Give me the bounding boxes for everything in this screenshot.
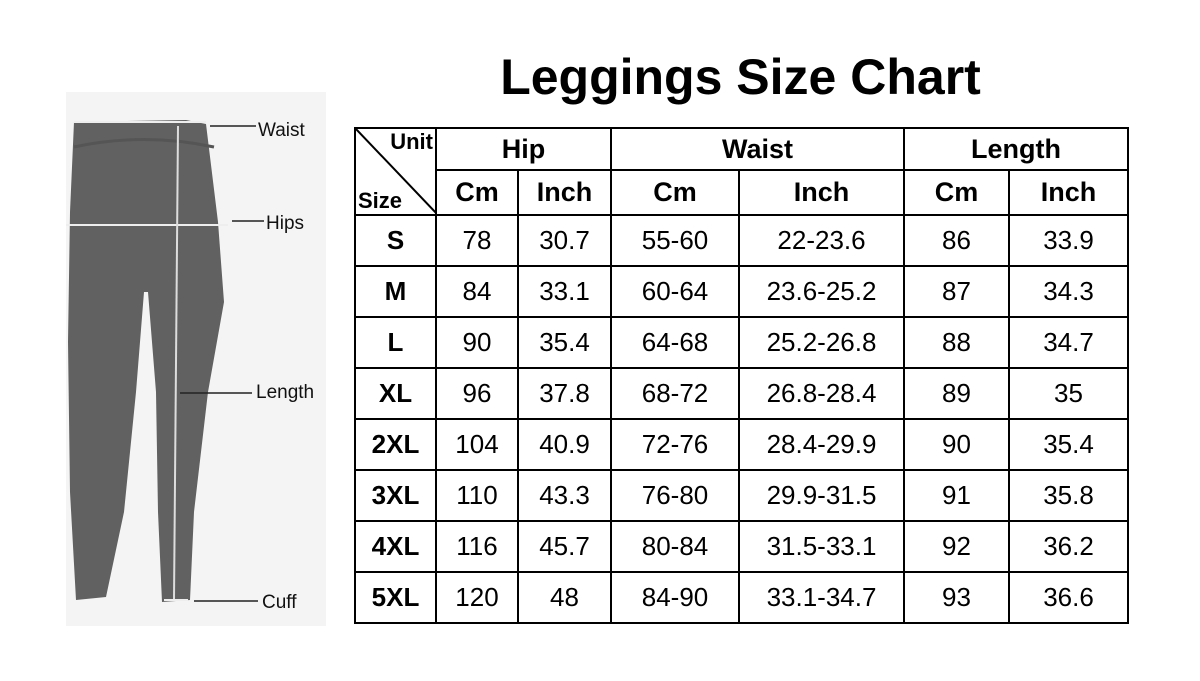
value-cell: 26.8-28.4	[738, 367, 905, 420]
subheader-cell: Inch	[1008, 169, 1129, 216]
subheader-cell: Cm	[610, 169, 740, 216]
value-cell: 90	[435, 316, 519, 369]
hips-label: Hips	[266, 213, 305, 234]
size-label: Size	[358, 188, 403, 213]
value-cell: 92	[903, 520, 1010, 573]
value-cell: 84-90	[610, 571, 740, 624]
subheader-cell: Cm	[903, 169, 1010, 216]
value-cell: 34.3	[1008, 265, 1129, 318]
header-row-groups: Unit Size Hip Waist Length	[354, 127, 1129, 216]
value-cell: 25.2-26.8	[738, 316, 905, 369]
value-cell: 33.9	[1008, 214, 1129, 267]
size-cell: XL	[354, 367, 437, 420]
table-row: 3XL 110 43.3 76-80 29.9-31.5 91 35.8	[354, 469, 1129, 522]
table-row: S 78 30.7 55-60 22-23.6 86 33.9	[354, 214, 1129, 267]
value-cell: 104	[435, 418, 519, 471]
value-cell: 29.9-31.5	[738, 469, 905, 522]
value-cell: 80-84	[610, 520, 740, 573]
table-row: L 90 35.4 64-68 25.2-26.8 88 34.7	[354, 316, 1129, 369]
value-cell: 68-72	[610, 367, 740, 420]
size-cell: L	[354, 316, 437, 369]
value-cell: 87	[903, 265, 1010, 318]
value-cell: 93	[903, 571, 1010, 624]
leggings-image	[66, 120, 264, 602]
table-row: XL 96 37.8 68-72 26.8-28.4 89 35	[354, 367, 1129, 420]
value-cell: 64-68	[610, 316, 740, 369]
value-cell: 72-76	[610, 418, 740, 471]
group-header-waist: Waist	[610, 127, 905, 171]
value-cell: 84	[435, 265, 519, 318]
length-label: Length	[256, 382, 315, 403]
waist-label: Waist	[258, 120, 305, 141]
value-cell: 78	[435, 214, 519, 267]
table-row: 4XL 116 45.7 80-84 31.5-33.1 92 36.2	[354, 520, 1129, 573]
value-cell: 35	[1008, 367, 1129, 420]
value-cell: 33.1-34.7	[738, 571, 905, 624]
value-cell: 35.4	[517, 316, 612, 369]
value-cell: 31.5-33.1	[738, 520, 905, 573]
value-cell: 89	[903, 367, 1010, 420]
value-cell: 88	[903, 316, 1010, 369]
diagonal-divider	[356, 129, 437, 214]
value-cell: 48	[517, 571, 612, 624]
corner-cell: Unit Size	[354, 127, 437, 216]
value-cell: 43.3	[517, 469, 612, 522]
page-title: Leggings Size Chart	[500, 49, 981, 105]
subheader-cell: Inch	[738, 169, 905, 216]
header-row-units: Cm Inch Cm Inch Cm Inch	[355, 169, 1129, 216]
value-cell: 28.4-29.9	[738, 418, 905, 471]
value-cell: 37.8	[517, 367, 612, 420]
value-cell: 116	[435, 520, 519, 573]
value-cell: 36.6	[1008, 571, 1129, 624]
value-cell: 110	[435, 469, 519, 522]
group-header-hip: Hip	[435, 127, 612, 171]
value-cell: 34.7	[1008, 316, 1129, 369]
value-cell: 45.7	[517, 520, 612, 573]
size-table: Unit Size Hip Waist Length Cm Inch Cm In…	[354, 127, 1129, 624]
size-cell: 4XL	[354, 520, 437, 573]
value-cell: 30.7	[517, 214, 612, 267]
unit-label: Unit	[390, 129, 433, 154]
group-header-length: Length	[903, 127, 1129, 171]
table-row: M 84 33.1 60-64 23.6-25.2 87 34.3	[354, 265, 1129, 318]
value-cell: 35.8	[1008, 469, 1129, 522]
value-cell: 120	[435, 571, 519, 624]
value-cell: 76-80	[610, 469, 740, 522]
leggings-illustration: Waist Hips Length Cuff	[66, 92, 326, 626]
size-cell: S	[354, 214, 437, 267]
value-cell: 96	[435, 367, 519, 420]
value-cell: 40.9	[517, 418, 612, 471]
size-cell: 3XL	[354, 469, 437, 522]
value-cell: 22-23.6	[738, 214, 905, 267]
cuff-label: Cuff	[262, 592, 297, 613]
subheader-cell: Cm	[435, 169, 519, 216]
value-cell: 33.1	[517, 265, 612, 318]
size-cell: 5XL	[354, 571, 437, 624]
subheader-cell: Inch	[517, 169, 612, 216]
size-cell: M	[354, 265, 437, 318]
table-row: 5XL 120 48 84-90 33.1-34.7 93 36.6	[354, 571, 1129, 624]
value-cell: 86	[903, 214, 1010, 267]
value-cell: 35.4	[1008, 418, 1129, 471]
size-cell: 2XL	[354, 418, 437, 471]
value-cell: 90	[903, 418, 1010, 471]
value-cell: 23.6-25.2	[738, 265, 905, 318]
value-cell: 60-64	[610, 265, 740, 318]
value-cell: 55-60	[610, 214, 740, 267]
value-cell: 36.2	[1008, 520, 1129, 573]
value-cell: 91	[903, 469, 1010, 522]
table-row: 2XL 104 40.9 72-76 28.4-29.9 90 35.4	[354, 418, 1129, 471]
